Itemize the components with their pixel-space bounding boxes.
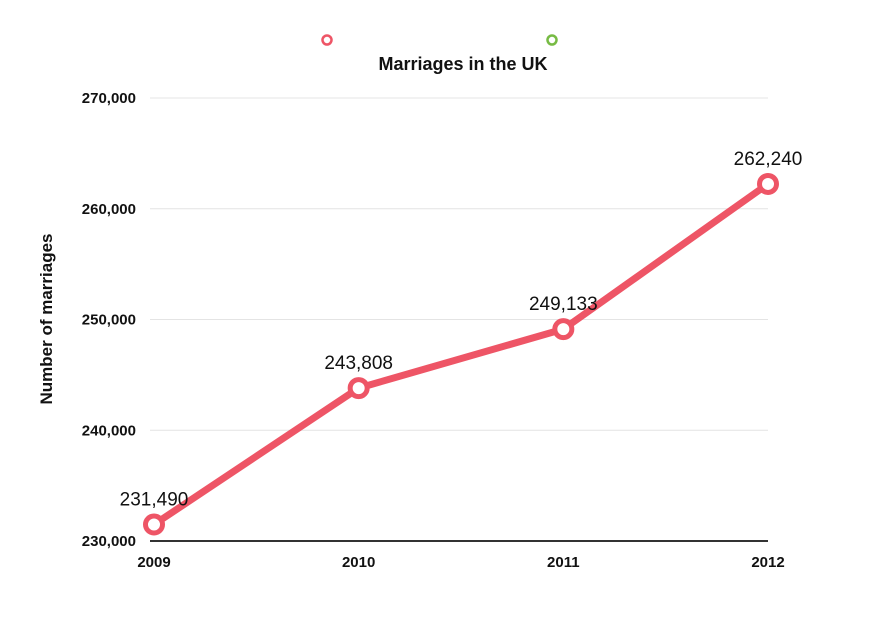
y-tick-label: 250,000: [82, 312, 136, 329]
data-point-marker: [552, 318, 575, 341]
y-tick-label: 270,000: [82, 90, 136, 107]
data-point-marker: [143, 513, 165, 536]
y-axis-ticks: 230,000 240,000 250,000 260,000 270,000: [82, 90, 136, 550]
x-tick-label: 2010: [342, 554, 375, 571]
y-tick-label: 260,000: [82, 201, 136, 218]
data-labels: 231,490 243,808 249,133 262,240: [120, 149, 803, 511]
y-tick-label: 240,000: [82, 422, 136, 439]
legend: [321, 34, 558, 46]
data-label: 249,133: [529, 294, 598, 315]
y-axis-label: Number of marriages: [37, 234, 56, 405]
data-label: 231,490: [120, 489, 189, 510]
data-label: 262,240: [734, 149, 803, 170]
data-label: 243,808: [324, 353, 393, 374]
data-point-marker: [347, 377, 370, 400]
x-axis-ticks: 2009 2010 2011 2012: [137, 554, 784, 571]
series-path: [150, 180, 772, 528]
data-point-marker: [757, 172, 779, 195]
legend-marker-icon: [546, 34, 558, 46]
x-tick-label: 2011: [547, 554, 580, 571]
gridlines: [150, 97, 768, 431]
y-tick-label: 230,000: [82, 533, 136, 550]
series-line: [143, 172, 779, 536]
legend-marker-icon: [321, 34, 333, 46]
x-tick-label: 2009: [137, 554, 170, 571]
x-tick-label: 2012: [751, 554, 784, 571]
chart-title: Marriages in the UK: [378, 54, 547, 74]
